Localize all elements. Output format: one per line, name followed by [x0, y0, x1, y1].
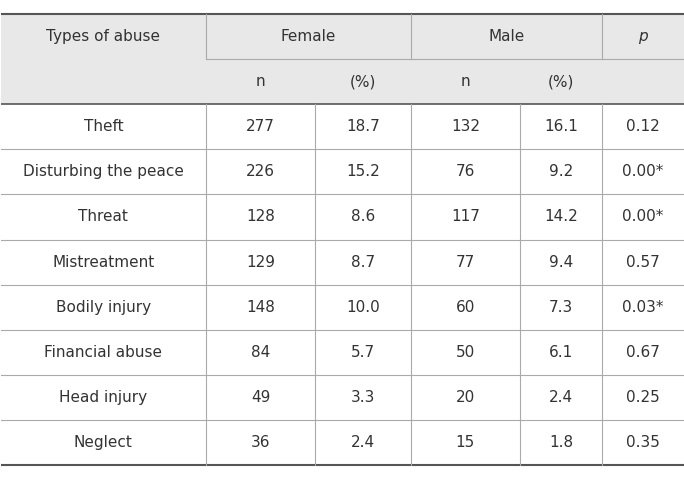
Text: Female: Female — [280, 29, 336, 45]
Text: Head injury: Head injury — [60, 389, 148, 405]
Text: 7.3: 7.3 — [549, 299, 573, 315]
Text: 5.7: 5.7 — [351, 344, 375, 360]
Text: 36: 36 — [251, 434, 270, 450]
Text: 18.7: 18.7 — [346, 119, 380, 135]
Text: 0.00*: 0.00* — [622, 164, 663, 180]
Text: 128: 128 — [246, 209, 275, 225]
Text: 0.03*: 0.03* — [622, 299, 663, 315]
Text: 16.1: 16.1 — [544, 119, 578, 135]
Text: Types of abuse: Types of abuse — [47, 29, 160, 45]
Bar — [1, 104, 684, 149]
Text: 1.8: 1.8 — [549, 434, 573, 450]
Text: 129: 129 — [246, 254, 275, 270]
Text: 9.2: 9.2 — [549, 164, 573, 180]
Text: Male: Male — [488, 29, 525, 45]
Text: 0.12: 0.12 — [626, 119, 660, 135]
Text: 132: 132 — [451, 119, 480, 135]
Bar — [1, 149, 684, 194]
Text: 2.4: 2.4 — [351, 434, 375, 450]
Bar — [1, 14, 684, 59]
Bar — [1, 375, 684, 420]
Text: 0.57: 0.57 — [626, 254, 660, 270]
Text: 9.4: 9.4 — [549, 254, 573, 270]
Text: 277: 277 — [246, 119, 275, 135]
Text: 0.00*: 0.00* — [622, 209, 663, 225]
Text: 148: 148 — [246, 299, 275, 315]
Bar — [1, 240, 684, 285]
Bar — [1, 59, 684, 104]
Text: Mistreatment: Mistreatment — [52, 254, 155, 270]
Text: 8.6: 8.6 — [351, 209, 375, 225]
Text: 49: 49 — [251, 389, 270, 405]
Text: 15: 15 — [456, 434, 475, 450]
Bar — [1, 330, 684, 375]
Text: 6.1: 6.1 — [549, 344, 573, 360]
Text: 0.35: 0.35 — [626, 434, 660, 450]
Text: 14.2: 14.2 — [544, 209, 578, 225]
Text: 226: 226 — [246, 164, 275, 180]
Text: 60: 60 — [456, 299, 475, 315]
Text: Bodily injury: Bodily injury — [56, 299, 151, 315]
Text: 3.3: 3.3 — [351, 389, 375, 405]
Text: (%): (%) — [350, 74, 376, 90]
Text: 84: 84 — [251, 344, 270, 360]
Text: 50: 50 — [456, 344, 475, 360]
Text: 10.0: 10.0 — [346, 299, 380, 315]
Text: 8.7: 8.7 — [351, 254, 375, 270]
Text: 0.25: 0.25 — [626, 389, 660, 405]
Text: 15.2: 15.2 — [346, 164, 380, 180]
Text: 0.67: 0.67 — [626, 344, 660, 360]
Text: 76: 76 — [456, 164, 475, 180]
Bar — [1, 194, 684, 240]
Text: Theft: Theft — [83, 119, 123, 135]
Text: 20: 20 — [456, 389, 475, 405]
Text: p: p — [638, 29, 648, 45]
Text: n: n — [256, 74, 265, 90]
Text: 2.4: 2.4 — [549, 389, 573, 405]
Text: Financial abuse: Financial abuse — [44, 344, 162, 360]
Text: Neglect: Neglect — [74, 434, 133, 450]
Text: Disturbing the peace: Disturbing the peace — [23, 164, 184, 180]
Bar — [1, 420, 684, 465]
Text: 117: 117 — [451, 209, 480, 225]
Text: (%): (%) — [548, 74, 575, 90]
Text: 77: 77 — [456, 254, 475, 270]
Text: n: n — [460, 74, 470, 90]
Bar — [1, 285, 684, 330]
Text: Threat: Threat — [79, 209, 129, 225]
